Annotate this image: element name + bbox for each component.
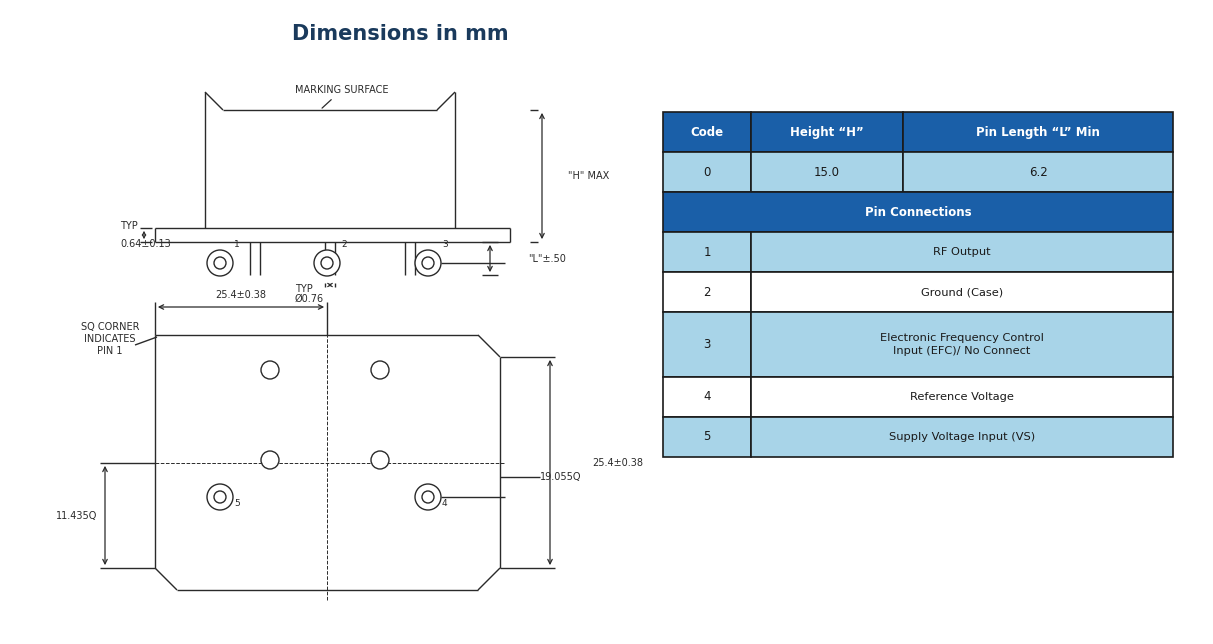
Text: Code: Code [690,126,724,138]
Circle shape [422,491,434,503]
Text: 4: 4 [442,499,448,508]
Text: 15.0: 15.0 [814,166,839,178]
Bar [664,377,751,417]
Bar [902,152,1173,192]
Text: 0: 0 [704,166,711,178]
Circle shape [415,484,442,510]
Text: Dimensions in mm: Dimensions in mm [291,24,508,44]
Text: 19.055Q: 19.055Q [540,472,581,482]
Text: 4: 4 [704,390,711,404]
Text: Reference Voltage: Reference Voltage [910,392,1014,402]
Bar [664,232,751,272]
Circle shape [422,257,434,269]
Text: 3: 3 [704,338,711,351]
Text: SQ CORNER: SQ CORNER [81,322,139,332]
Circle shape [415,250,442,276]
Text: 1: 1 [704,245,711,258]
Text: 5: 5 [234,499,240,508]
Text: TYP: TYP [120,221,138,231]
Bar [664,112,751,152]
Text: 25.4±0.38: 25.4±0.38 [216,290,267,300]
Bar [751,417,1173,457]
Text: 5: 5 [704,430,711,444]
Bar [751,152,902,192]
Circle shape [261,451,279,469]
Bar [664,192,1173,232]
Bar [751,232,1173,272]
Text: RF Output: RF Output [933,247,991,257]
Circle shape [321,257,334,269]
Text: TYP: TYP [295,284,313,294]
Text: Ground (Case): Ground (Case) [921,287,1003,297]
Text: Electronic Frequency Control
Input (EFC)/ No Connect: Electronic Frequency Control Input (EFC)… [881,333,1044,356]
Text: INDICATES: INDICATES [84,334,136,344]
Bar [902,112,1173,152]
Bar [664,312,751,377]
Bar [751,112,902,152]
Text: Pin Connections: Pin Connections [865,205,972,218]
Bar [751,377,1173,417]
Text: Pin Length “L” Min: Pin Length “L” Min [976,126,1100,138]
Circle shape [261,361,279,379]
Text: 1: 1 [234,240,240,249]
Text: Ø0.76: Ø0.76 [295,294,324,304]
Text: 6.2: 6.2 [1029,166,1047,178]
Bar [664,272,751,312]
Bar [751,312,1173,377]
Text: 11.435Q: 11.435Q [56,511,97,521]
Text: 3: 3 [442,240,448,249]
Text: 2: 2 [704,285,711,299]
Circle shape [207,484,233,510]
Circle shape [314,250,340,276]
Circle shape [213,257,226,269]
Text: MARKING SURFACE: MARKING SURFACE [295,85,388,108]
Circle shape [371,451,389,469]
Bar [664,152,751,192]
Text: 25.4±0.38: 25.4±0.38 [592,458,643,468]
Text: 2: 2 [341,240,347,249]
Text: "L"±.50: "L"±.50 [528,254,566,264]
Text: Height “H”: Height “H” [790,126,864,138]
Circle shape [207,250,233,276]
Text: PIN 1: PIN 1 [97,346,123,356]
Text: Supply Voltage Input (VS): Supply Voltage Input (VS) [889,432,1035,442]
Circle shape [213,491,226,503]
Text: "H" MAX: "H" MAX [568,171,609,181]
Bar [751,272,1173,312]
Circle shape [371,361,389,379]
Text: 0.64±0.13: 0.64±0.13 [120,239,171,249]
Bar [664,417,751,457]
